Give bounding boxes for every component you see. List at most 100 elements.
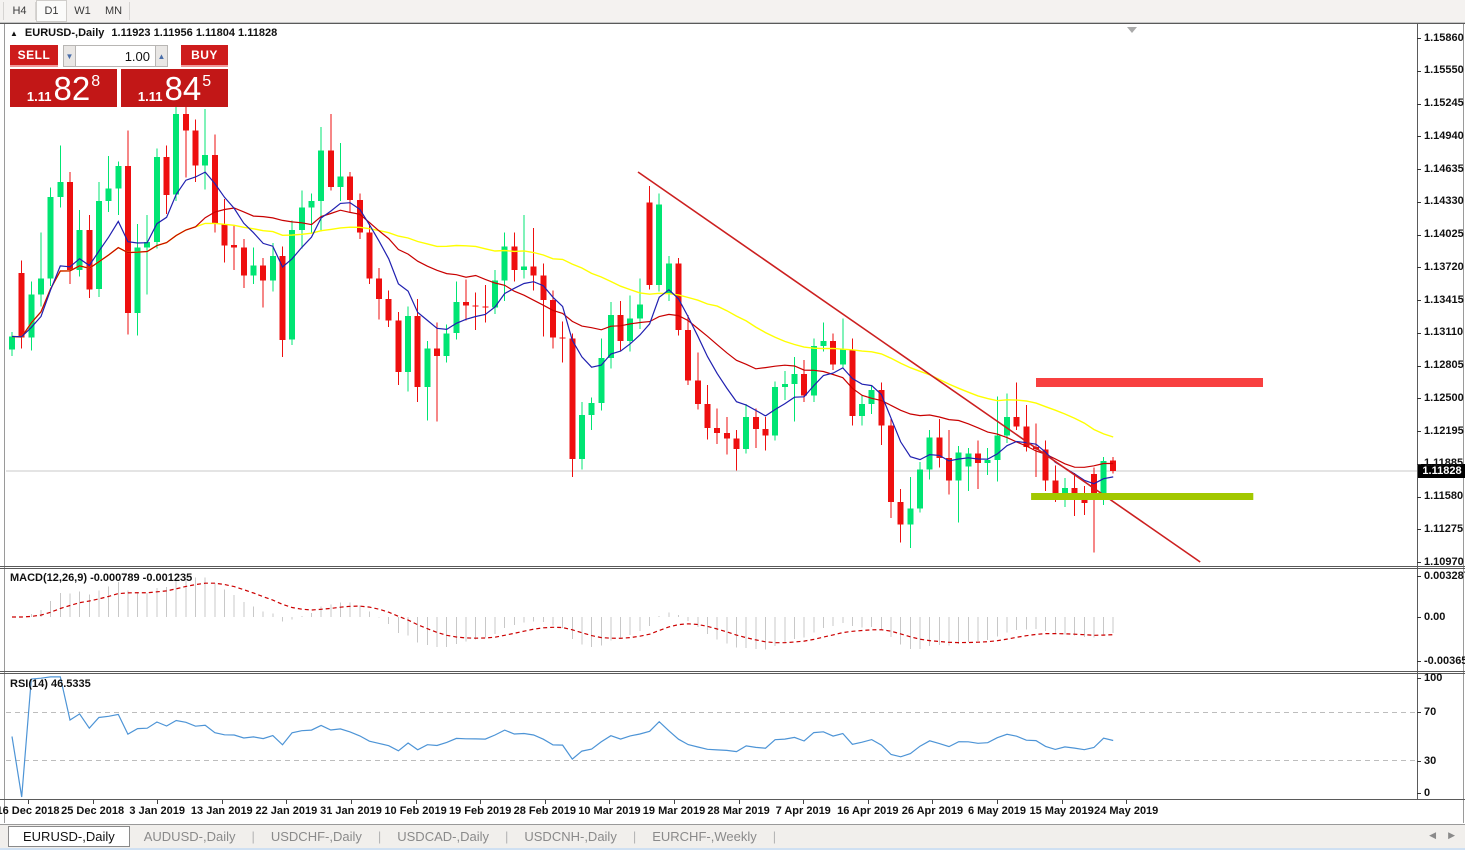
date-axis-label: 15 May 2019 — [1029, 805, 1094, 817]
rsi-axis-tick — [1417, 678, 1421, 679]
symbol-tab-eurusd[interactable]: EURUSD-,Daily — [8, 826, 130, 847]
macd-axis-tick — [1417, 617, 1421, 618]
symbol-tab-audusd[interactable]: AUDUSD-,Daily — [143, 829, 236, 844]
symbol-tab-eurchf[interactable]: EURCHF-,Weekly — [652, 829, 757, 844]
panel-separator — [0, 671, 1465, 672]
price-axis-label: 1.14940 — [1424, 129, 1464, 142]
timeframe-w1-button[interactable]: W1 — [74, 5, 91, 17]
date-axis-tick — [997, 800, 998, 804]
price-axis-tick — [1417, 529, 1421, 530]
rsi-panel-canvas[interactable] — [6, 674, 1417, 799]
date-axis-tick — [28, 800, 29, 804]
price-axis-label: 1.13415 — [1424, 293, 1464, 306]
symbol-tab-usdcad[interactable]: USDCAD-,Daily — [397, 829, 489, 844]
price-axis-label: 1.14330 — [1424, 195, 1464, 208]
volume-decrease-button[interactable]: ▼ — [63, 45, 76, 67]
panel-separator — [0, 673, 1465, 674]
one-click-trading-panel: SELL ▼ ▲ BUY 1.11 82 8 1.11 84 5 — [10, 45, 228, 107]
timeframe-h4-button[interactable]: H4 — [12, 5, 27, 17]
date-axis-tick — [867, 800, 869, 804]
rsi-axis-label: 100 — [1424, 671, 1443, 684]
symbol-tab-usdchf[interactable]: USDCHF-,Daily — [270, 829, 362, 844]
date-axis-tick — [738, 800, 740, 804]
buy-button[interactable]: BUY — [181, 45, 228, 67]
status-strip — [0, 848, 1465, 850]
symbol-period-label: EURUSD-,Daily — [24, 27, 105, 39]
price-axis-label: 1.12195 — [1424, 424, 1464, 437]
macd-axis-label: 0.00 — [1424, 610, 1446, 623]
date-axis-tick — [609, 800, 611, 804]
price-axis-border — [1417, 24, 1418, 800]
price-axis-tick — [1417, 202, 1421, 203]
price-axis-tick — [1417, 398, 1421, 399]
toolbar-separator — [3, 2, 4, 20]
date-axis-tick — [92, 800, 94, 804]
sell-price-prefix: 1.11 — [26, 89, 52, 104]
date-axis-label: 28 Feb 2019 — [513, 805, 576, 817]
date-axis-label: 25 Dec 2018 — [61, 805, 125, 817]
macd-axis-label: 0.003287 — [1424, 569, 1465, 582]
sell-button[interactable]: SELL — [10, 45, 58, 67]
price-axis-tick — [1417, 464, 1421, 465]
macd-axis-label: -0.003659 — [1424, 654, 1465, 667]
volume-field — [76, 45, 155, 67]
price-axis-tick — [1417, 562, 1421, 563]
price-axis-label: 1.14635 — [1424, 162, 1464, 175]
tab-scroll-right-icon[interactable]: ▶ — [1448, 830, 1455, 840]
rsi-axis-tick — [1417, 712, 1421, 713]
price-axis-tick — [1417, 235, 1421, 236]
sell-price-display[interactable]: 1.11 82 8 — [10, 69, 117, 107]
price-axis-label: 1.11885 — [1424, 457, 1464, 470]
price-axis-label: 1.12500 — [1424, 391, 1464, 404]
date-axis-label: 16 Dec 2018 — [0, 805, 60, 817]
chart-shift-marker-icon[interactable] — [1127, 27, 1137, 33]
date-axis-tick — [286, 800, 288, 804]
price-axis-tick — [1417, 267, 1421, 268]
volume-input[interactable] — [76, 46, 155, 66]
date-axis-label: 13 Jan 2019 — [190, 805, 253, 817]
price-axis-tick — [1417, 38, 1421, 39]
date-axis-label: 24 May 2019 — [1094, 805, 1159, 817]
rsi-axis-label: 30 — [1424, 754, 1437, 767]
collapse-triangle-icon[interactable]: ▲ — [10, 28, 18, 38]
timeframe-toolbar: H4 D1 W1 MN — [0, 0, 1465, 23]
price-axis-tick — [1417, 136, 1421, 137]
symbol-tab-usdcnh[interactable]: USDCNH-,Daily — [524, 829, 617, 844]
date-axis-label: 19 Feb 2019 — [449, 805, 512, 817]
macd-label: MACD(12,26,9) -0.000789 -0.001235 — [10, 572, 193, 584]
price-axis-label: 1.15860 — [1424, 31, 1464, 44]
buy-price-prefix: 1.11 — [137, 89, 163, 104]
panel-separator — [0, 566, 1465, 567]
date-axis-tick — [480, 800, 482, 804]
date-axis-label: 7 Apr 2019 — [775, 805, 831, 817]
chart-header: ▲ EURUSD-,Daily 1.11923 1.11956 1.11804 … — [10, 27, 277, 39]
tab-separator: | — [377, 829, 382, 844]
buy-price-display[interactable]: 1.11 84 5 — [121, 69, 228, 107]
window-top-border — [0, 23, 1465, 24]
rsi-axis-tick — [1417, 793, 1421, 794]
volume-increase-button[interactable]: ▲ — [155, 45, 168, 67]
date-axis-label: 6 May 2019 — [967, 805, 1027, 817]
ohlc-values: 1.11923 1.11956 1.11804 1.11828 — [111, 27, 278, 39]
macd-panel-canvas[interactable] — [6, 569, 1417, 671]
date-axis-label: 19 Mar 2019 — [642, 805, 706, 817]
price-axis-label: 1.15245 — [1424, 97, 1464, 109]
sell-price-pip: 8 — [91, 73, 101, 90]
main-chart-canvas[interactable] — [6, 25, 1417, 566]
timeframe-mn-button[interactable]: MN — [104, 5, 123, 17]
price-axis-tick — [1417, 104, 1421, 105]
price-axis-tick — [1417, 71, 1421, 72]
chart-window — [4, 23, 1464, 823]
price-axis-tick — [1417, 497, 1421, 498]
date-axis-label: 3 Jan 2019 — [129, 805, 186, 817]
timeframe-d1-button[interactable]: D1 — [36, 0, 67, 22]
price-axis-tick — [1417, 300, 1421, 301]
price-axis-label: 1.13110 — [1424, 326, 1464, 339]
date-axis-label: 26 Apr 2019 — [901, 805, 964, 817]
price-axis-label: 1.13720 — [1424, 260, 1464, 273]
sell-price-big: 82 — [53, 70, 91, 107]
tab-scroll-left-icon[interactable]: ◀ — [1429, 830, 1437, 840]
price-axis-tick — [1417, 169, 1421, 170]
tab-separator: | — [632, 829, 637, 844]
